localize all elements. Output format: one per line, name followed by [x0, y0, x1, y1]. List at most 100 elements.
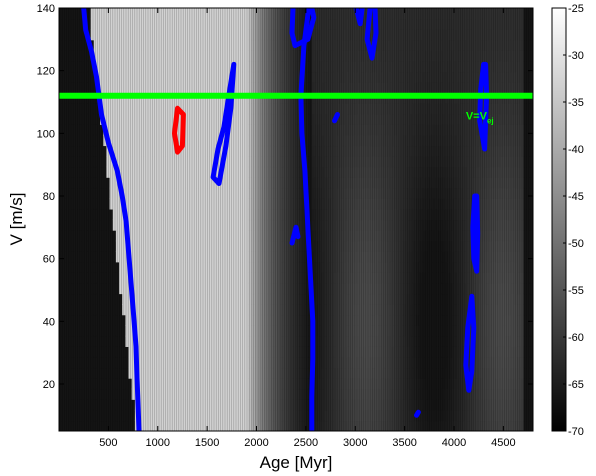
- heatmap-cell: [378, 103, 382, 115]
- heatmap-cell: [125, 346, 130, 358]
- heatmap-cell: [201, 304, 205, 316]
- heatmap-cell: [349, 103, 354, 115]
- heatmap-cell: [106, 8, 111, 20]
- heatmap-cell: [333, 304, 338, 316]
- heatmap-cell: [226, 388, 231, 400]
- heatmap-cell: [194, 60, 199, 73]
- heatmap-cell: [346, 113, 351, 125]
- heatmap-cell: [406, 166, 411, 178]
- heatmap-cell: [119, 208, 123, 221]
- heatmap-cell: [258, 420, 262, 431]
- heatmap-cell: [242, 134, 247, 147]
- heatmap-cell: [425, 261, 430, 273]
- heatmap-cell: [153, 177, 158, 189]
- heatmap-cell: [87, 50, 92, 62]
- heatmap-cell: [172, 208, 177, 221]
- heatmap-cell: [153, 39, 158, 51]
- heatmap-cell: [194, 113, 199, 125]
- heatmap-cell: [175, 367, 180, 379]
- heatmap-cell: [217, 282, 221, 295]
- heatmap-cell: [438, 261, 442, 273]
- heatmap-cell: [84, 335, 89, 347]
- heatmap-cell: [77, 50, 82, 62]
- heatmap-cell: [213, 124, 218, 136]
- heatmap-cell: [87, 367, 92, 379]
- heatmap-cell: [378, 145, 382, 157]
- heatmap-cell: [258, 29, 262, 41]
- heatmap-cell: [387, 50, 392, 62]
- heatmap-cell: [428, 103, 433, 115]
- heatmap-cell: [188, 198, 193, 210]
- heatmap-cell: [242, 367, 247, 379]
- heatmap-cell: [324, 272, 329, 284]
- heatmap-cell: [90, 18, 95, 30]
- heatmap-cell: [409, 166, 414, 178]
- heatmap-cell: [311, 177, 316, 189]
- heatmap-cell: [296, 367, 300, 379]
- heatmap-cell: [362, 346, 367, 358]
- heatmap-cell: [191, 388, 196, 400]
- heatmap-cell: [277, 282, 281, 295]
- heatmap-cell: [229, 230, 234, 242]
- heatmap-cell: [356, 272, 360, 284]
- heatmap-cell: [273, 378, 278, 390]
- heatmap-cell: [201, 8, 205, 20]
- heatmap-cell: [201, 113, 205, 125]
- heatmap-cell: [84, 103, 89, 115]
- heatmap-cell: [239, 420, 243, 431]
- heatmap-cell: [340, 409, 344, 422]
- heatmap-cell: [229, 240, 234, 252]
- heatmap-cell: [87, 187, 92, 199]
- heatmap-cell: [62, 272, 66, 284]
- heatmap-cell: [112, 409, 117, 422]
- heatmap-cell: [359, 356, 363, 369]
- heatmap-cell: [93, 134, 98, 147]
- heatmap-cell: [100, 60, 104, 73]
- heatmap-cell: [318, 177, 322, 189]
- heatmap-cell: [74, 230, 79, 242]
- heatmap-cell: [346, 198, 351, 210]
- heatmap-cell: [125, 134, 130, 147]
- heatmap-cell: [403, 113, 408, 125]
- heatmap-cell: [131, 198, 136, 210]
- heatmap-cell: [90, 272, 95, 284]
- heatmap-cell: [204, 113, 209, 125]
- heatmap-cell: [119, 134, 123, 147]
- heatmap-cell: [343, 198, 348, 210]
- heatmap-cell: [138, 219, 142, 231]
- heatmap-cell: [232, 261, 237, 273]
- heatmap-cell: [289, 50, 294, 62]
- heatmap-cell: [217, 113, 221, 125]
- heatmap-cell: [343, 71, 348, 83]
- heatmap-cell: [65, 230, 70, 242]
- heatmap-cell: [87, 409, 92, 422]
- heatmap-cell: [93, 293, 98, 305]
- heatmap-cell: [356, 304, 360, 316]
- heatmap-cell: [188, 71, 193, 83]
- heatmap-cell: [333, 272, 338, 284]
- heatmap-cell: [333, 251, 338, 263]
- heatmap-cell: [175, 409, 180, 422]
- heatmap-cell: [267, 251, 272, 263]
- heatmap-cell: [210, 230, 215, 242]
- heatmap-cell: [409, 156, 414, 168]
- heatmap-cell: [172, 156, 177, 168]
- heatmap-cell: [147, 420, 152, 431]
- heatmap-cell: [150, 177, 155, 189]
- heatmap-cell: [144, 124, 149, 136]
- heatmap-cell: [134, 50, 139, 62]
- heatmap-cell: [226, 18, 231, 30]
- heatmap-cell: [387, 103, 392, 115]
- heatmap-cell: [280, 156, 284, 168]
- heatmap-cell: [324, 304, 329, 316]
- heatmap-cell: [406, 367, 411, 379]
- heatmap-cell: [153, 314, 158, 326]
- heatmap-cell: [119, 219, 123, 231]
- heatmap-cell: [166, 29, 171, 41]
- heatmap-cell: [346, 8, 351, 20]
- heatmap-cell: [245, 50, 250, 62]
- heatmap-cell: [235, 420, 240, 431]
- heatmap-cell: [346, 356, 351, 369]
- heatmap-cell: [229, 50, 234, 62]
- heatmap-cell: [93, 272, 98, 284]
